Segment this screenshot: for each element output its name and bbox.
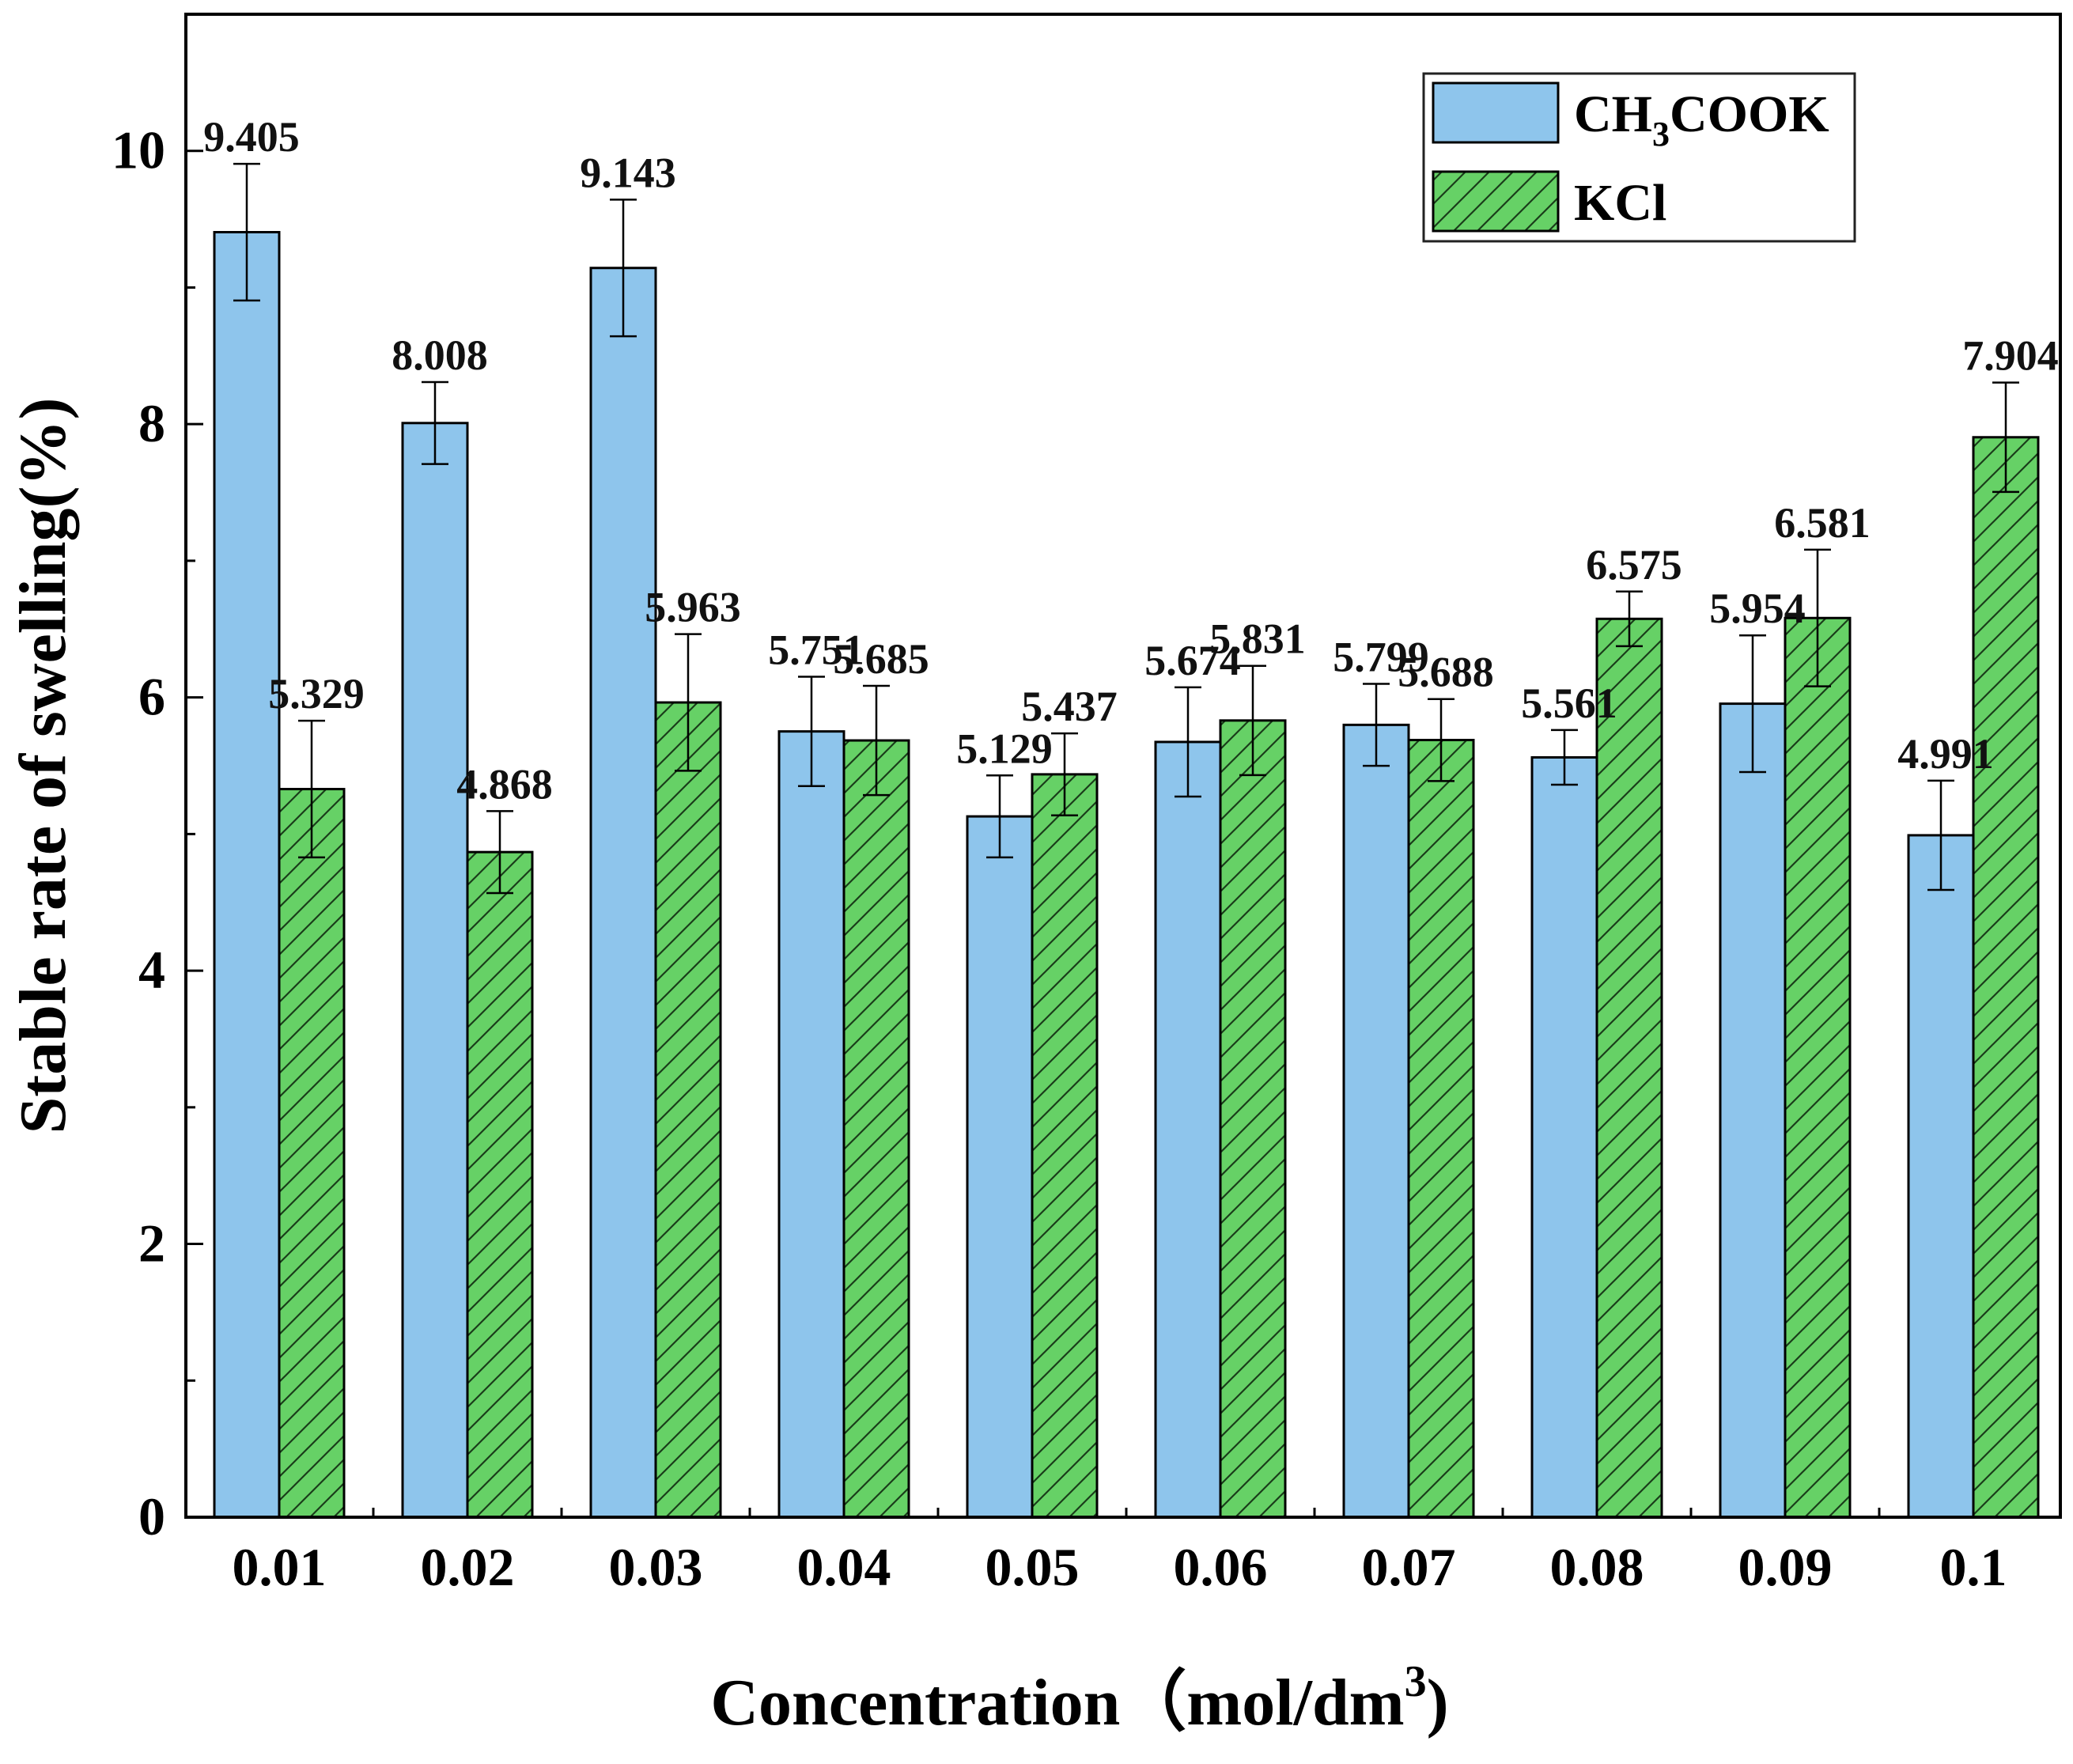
x-tick-label-0.05: 0.05 [985, 1537, 1080, 1597]
error-bar-kcl-0.03 [675, 633, 702, 772]
legend: CH3COOK KCl [1422, 72, 1856, 243]
bar-kcl-0.07 [1407, 739, 1475, 1519]
x-tick-label-0.04: 0.04 [797, 1537, 891, 1597]
bar-ch3cook-0.08 [1530, 755, 1598, 1519]
data-label-kcl-0.03: 5.963 [645, 584, 741, 631]
error-bar-ch3cook-0.03 [610, 199, 637, 338]
data-label-kcl-0.09: 6.581 [1774, 499, 1871, 547]
data-label-ch3cook-0.1: 4.991 [1897, 730, 1994, 778]
legend-swatch-ch3cook [1432, 81, 1560, 144]
y-tick-label-4: 4 [138, 940, 165, 1000]
error-bar-ch3cook-0.05 [986, 774, 1013, 859]
error-bar-kcl-0.09 [1804, 548, 1831, 687]
x-tick-label-0.02: 0.02 [421, 1537, 515, 1597]
bar-kcl-0.02 [466, 850, 534, 1519]
bar-kcl-0.03 [654, 701, 722, 1519]
bar-ch3cook-0.02 [401, 422, 469, 1519]
x-tick-label-0.06: 0.06 [1174, 1537, 1268, 1597]
bar-ch3cook-0.05 [966, 815, 1034, 1519]
error-bars-layer [233, 162, 2019, 895]
bar-kcl-0.09 [1784, 616, 1852, 1519]
error-bar-ch3cook-0.01 [233, 162, 260, 302]
x-tick-label-0.03: 0.03 [609, 1537, 703, 1597]
bar-kcl-0.06 [1219, 719, 1287, 1519]
data-label-kcl-0.06: 5.831 [1209, 615, 1306, 663]
data-label-kcl-0.04: 5.685 [833, 635, 929, 683]
bar-ch3cook-0.09 [1719, 702, 1787, 1519]
data-label-ch3cook-0.03: 9.143 [580, 149, 676, 196]
x-axis-title: Concentration（mol/dm3) [710, 1657, 1448, 1739]
x-tick-label-0.08: 0.08 [1550, 1537, 1644, 1597]
data-label-ch3cook-0.04: 5.751 [768, 626, 864, 674]
data-label-ch3cook-0.02: 8.008 [392, 331, 488, 379]
bar-ch3cook-0.06 [1154, 740, 1222, 1519]
error-bar-ch3cook-0.06 [1175, 686, 1201, 798]
x-tick-label-0.07: 0.07 [1362, 1537, 1456, 1597]
bar-kcl-0.1 [1972, 436, 2040, 1519]
error-bar-ch3cook-0.1 [1927, 779, 1954, 891]
error-bar-ch3cook-0.02 [422, 380, 448, 465]
error-bar-kcl-0.04 [863, 684, 890, 797]
bar-kcl-0.01 [278, 788, 346, 1519]
data-label-kcl-0.08: 6.575 [1586, 541, 1682, 589]
x-axis: 0.01 0.02 0.03 0.04 0.05 0.06 0.07 0.08 0.09 0.1 [233, 1501, 2007, 1597]
y-tick-label-2: 2 [138, 1213, 165, 1274]
data-label-kcl-0.1: 7.904 [1962, 332, 2059, 380]
bar-kcl-0.08 [1595, 617, 1663, 1519]
y-axis: 0 2 4 6 8 10 [112, 120, 203, 1546]
legend-label-kcl: KCl [1574, 174, 1666, 232]
data-labels-layer: 9.405 8.008 9.143 5.751 5.129 5.674 5.799 5.561… [203, 113, 2059, 808]
data-label-ch3cook-0.07: 5.799 [1333, 634, 1429, 681]
bar-ch3cook-0.1 [1907, 834, 1975, 1519]
x-tick-label-0.1: 0.1 [1940, 1537, 2007, 1597]
data-label-ch3cook-0.06: 5.674 [1144, 637, 1241, 684]
y-tick-label-10: 10 [112, 120, 165, 180]
error-bar-kcl-0.02 [486, 810, 513, 895]
x-tick-label-0.01: 0.01 [233, 1537, 327, 1597]
y-tick-label-6: 6 [138, 667, 165, 727]
data-label-kcl-0.05: 5.437 [1021, 683, 1118, 730]
error-bar-kcl-0.08 [1616, 590, 1643, 648]
data-label-kcl-0.02: 4.868 [456, 760, 553, 808]
error-bar-kcl-0.1 [1992, 381, 2019, 494]
error-bar-kcl-0.07 [1428, 698, 1455, 782]
plot-frame [184, 13, 2062, 1519]
error-bar-kcl-0.05 [1051, 732, 1078, 816]
data-label-ch3cook-0.05: 5.129 [956, 725, 1053, 772]
error-bar-kcl-0.01 [298, 719, 325, 859]
bar-ch3cook-0.07 [1342, 723, 1410, 1519]
bar-kcl-0.05 [1031, 773, 1099, 1519]
bar-ch3cook-0.03 [589, 267, 657, 1519]
bar-kcl-0.04 [842, 739, 910, 1519]
data-label-ch3cook-0.09: 5.954 [1709, 585, 1806, 632]
error-bar-ch3cook-0.04 [798, 676, 825, 787]
bar-ch3cook-0.01 [213, 231, 281, 1519]
y-tick-label-0: 0 [138, 1486, 165, 1546]
error-bar-ch3cook-0.07 [1363, 683, 1390, 767]
bar-ch3cook-0.04 [777, 730, 845, 1519]
error-bar-ch3cook-0.08 [1551, 729, 1578, 786]
legend-label-ch3cook: CH3COOK [1574, 85, 1829, 153]
data-label-kcl-0.07: 5.688 [1398, 649, 1494, 696]
error-bar-ch3cook-0.09 [1739, 634, 1766, 774]
data-label-kcl-0.01: 5.329 [268, 670, 365, 717]
y-tick-label-8: 8 [138, 393, 165, 453]
error-bar-kcl-0.06 [1239, 664, 1266, 777]
data-label-ch3cook-0.01: 9.405 [203, 113, 300, 161]
bars-layer [213, 231, 2040, 1519]
y-axis-title: Stable rate of swelling(%) [6, 398, 80, 1134]
legend-swatch-kcl [1432, 170, 1560, 233]
data-label-ch3cook-0.08: 5.561 [1521, 679, 1617, 727]
x-tick-label-0.09: 0.09 [1738, 1537, 1833, 1597]
